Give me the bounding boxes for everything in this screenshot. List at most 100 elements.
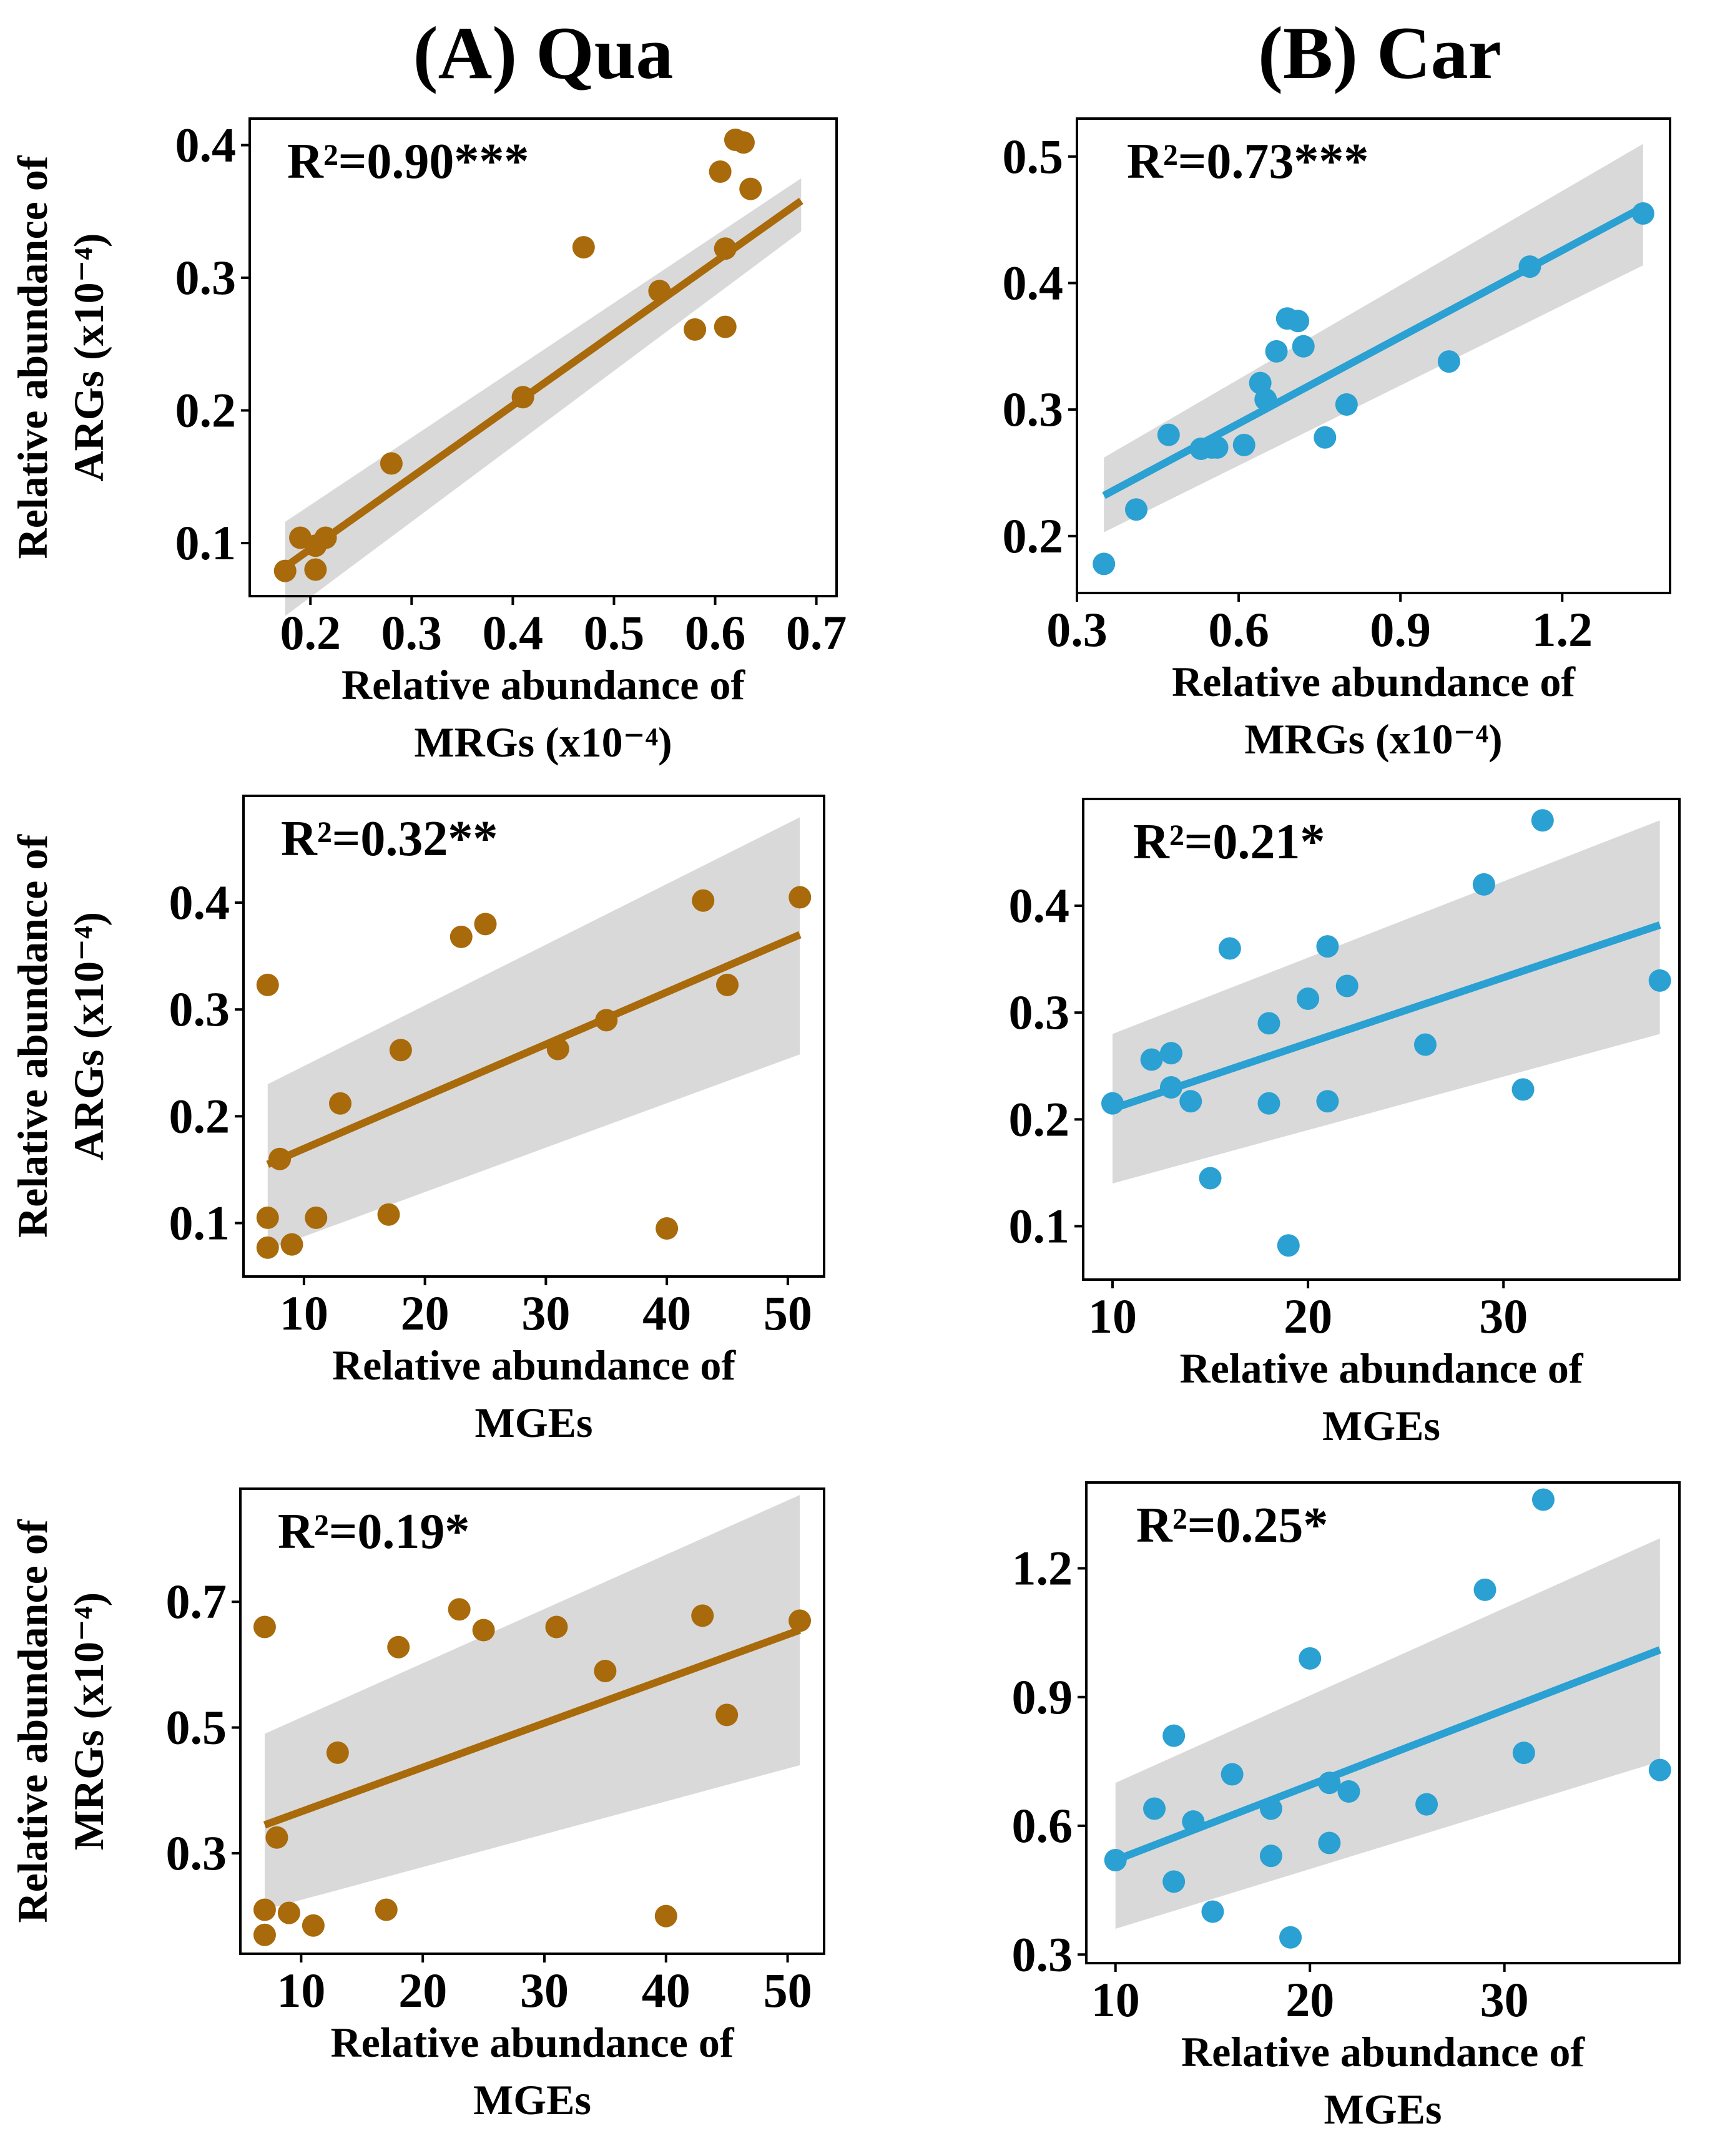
data-point xyxy=(1314,426,1337,449)
data-point xyxy=(1472,873,1495,896)
data-point xyxy=(1140,1048,1163,1071)
y-tick-label: 0.2 xyxy=(1003,509,1064,563)
data-point xyxy=(1201,1900,1224,1923)
data-point xyxy=(1159,1076,1182,1099)
regression-line xyxy=(283,197,803,571)
y-tick-label: 0.3 xyxy=(1003,382,1064,436)
data-point xyxy=(1218,937,1241,960)
x-tick-label: 0.3 xyxy=(381,605,443,660)
data-point xyxy=(1511,1078,1535,1101)
x-tick-label: 30 xyxy=(1479,1289,1528,1343)
y-tick-label: 0.1 xyxy=(169,1195,230,1250)
data-point xyxy=(654,1904,677,1928)
data-point xyxy=(511,386,534,409)
data-point xyxy=(595,1009,618,1032)
data-point xyxy=(1143,1797,1166,1820)
x-tick-label: 30 xyxy=(1480,1972,1529,2027)
data-point xyxy=(302,1914,325,1937)
x-axis-label: MRGs (x10⁻⁴) xyxy=(1244,715,1502,763)
y-tick-label: 0.5 xyxy=(166,1700,227,1755)
confidence-band xyxy=(1115,1538,1660,1929)
x-tick-label: 10 xyxy=(1088,1289,1137,1343)
x-tick-label: 0.6 xyxy=(685,605,746,660)
y-tick-label: 0.9 xyxy=(1012,1670,1073,1724)
scatter-panel-car-4: 10 20 30 0.1 0.2 0.3 0.4 Relative abundance of M… xyxy=(1009,798,1681,1449)
x-tick-label: 50 xyxy=(764,1286,812,1340)
y-tick-label: 0.2 xyxy=(169,1089,230,1143)
data-point xyxy=(273,559,297,582)
y-tick-label: 0.3 xyxy=(1009,985,1070,1039)
data-point xyxy=(253,1923,276,1946)
data-point xyxy=(1299,1647,1322,1670)
confidence-band xyxy=(285,178,802,616)
data-point xyxy=(375,1898,398,1921)
x-axis-label: MGEs xyxy=(475,1399,593,1446)
data-point xyxy=(1265,340,1288,363)
data-point xyxy=(1297,987,1320,1010)
x-tick-label: 10 xyxy=(277,1963,325,2017)
data-point xyxy=(314,526,337,549)
data-point xyxy=(715,1703,739,1727)
y-tick-label: 0.1 xyxy=(175,516,237,570)
y-tick-label: 0.4 xyxy=(1009,878,1070,933)
axes-frame xyxy=(1082,798,1681,1281)
y-axis-label: Relative abundance of xyxy=(9,1519,56,1923)
data-point xyxy=(1125,498,1147,521)
y-tick-label: 0.4 xyxy=(1003,255,1064,310)
data-point xyxy=(1277,1234,1300,1257)
data-point xyxy=(256,1236,279,1259)
x-axis-label: Relative abundance of xyxy=(1180,1345,1584,1392)
column-title-qua: (A) Qua xyxy=(413,11,674,94)
data-point xyxy=(1257,1012,1280,1035)
x-axis-label: MRGs (x10⁻⁴) xyxy=(414,718,672,766)
scatter-panel-car-6: 10 20 30 0.3 0.6 0.9 1.2 Relative abundance of M… xyxy=(1012,1481,1681,2133)
data-point xyxy=(389,1039,412,1062)
data-point xyxy=(256,973,279,996)
data-point xyxy=(1104,1849,1127,1871)
x-tick-label: 50 xyxy=(764,1963,812,2017)
x-axis-label: MGEs xyxy=(473,2076,591,2124)
r-squared-annotation: R²=0.21* xyxy=(1133,815,1325,870)
x-tick-label: 0.7 xyxy=(786,605,847,660)
data-point xyxy=(474,913,497,936)
data-point xyxy=(739,177,762,200)
data-point xyxy=(387,1635,410,1659)
panels: 0.2 0.3 0.4 0.5 0.6 0.7 0.1 0.2 0.3 0.4 Relative a… xyxy=(9,117,1681,2133)
data-point xyxy=(1259,1797,1282,1820)
data-point xyxy=(1512,1742,1535,1765)
x-tick-label: 0.9 xyxy=(1370,602,1431,657)
x-tick-label: 20 xyxy=(1285,1972,1334,2027)
data-point xyxy=(1648,969,1671,992)
y-tick-label: 0.6 xyxy=(1012,1798,1073,1853)
data-point xyxy=(1206,436,1229,459)
confidence-band xyxy=(267,817,800,1250)
data-point xyxy=(692,889,715,912)
data-point xyxy=(1259,1845,1282,1868)
data-point xyxy=(448,1598,471,1621)
data-point xyxy=(1437,350,1460,373)
data-point xyxy=(1254,388,1277,411)
data-point xyxy=(684,318,707,341)
x-tick-label: 0.3 xyxy=(1046,602,1108,657)
data-point xyxy=(1221,1763,1244,1786)
data-point xyxy=(329,1092,351,1115)
data-point xyxy=(1631,202,1654,225)
data-point xyxy=(1316,935,1339,958)
y-tick-label: 0.4 xyxy=(175,118,237,172)
axes-frame xyxy=(242,795,825,1278)
column-title-car: (B) Car xyxy=(1258,11,1501,94)
data-point xyxy=(691,1604,714,1627)
data-point xyxy=(1518,255,1541,278)
x-tick-label: 1.2 xyxy=(1532,602,1593,657)
data-point xyxy=(256,1206,279,1229)
x-tick-label: 10 xyxy=(280,1286,328,1340)
y-axis-label: ARGs (x10⁻⁴) xyxy=(65,912,112,1160)
data-point xyxy=(1316,1090,1339,1113)
data-point xyxy=(253,1615,276,1639)
x-tick-label: 40 xyxy=(642,1286,691,1340)
data-point xyxy=(1292,335,1315,358)
data-point xyxy=(714,315,737,338)
regression-line xyxy=(1114,1646,1662,1864)
data-point xyxy=(1232,433,1255,456)
r-squared-annotation: R²=0.25* xyxy=(1136,1498,1328,1553)
